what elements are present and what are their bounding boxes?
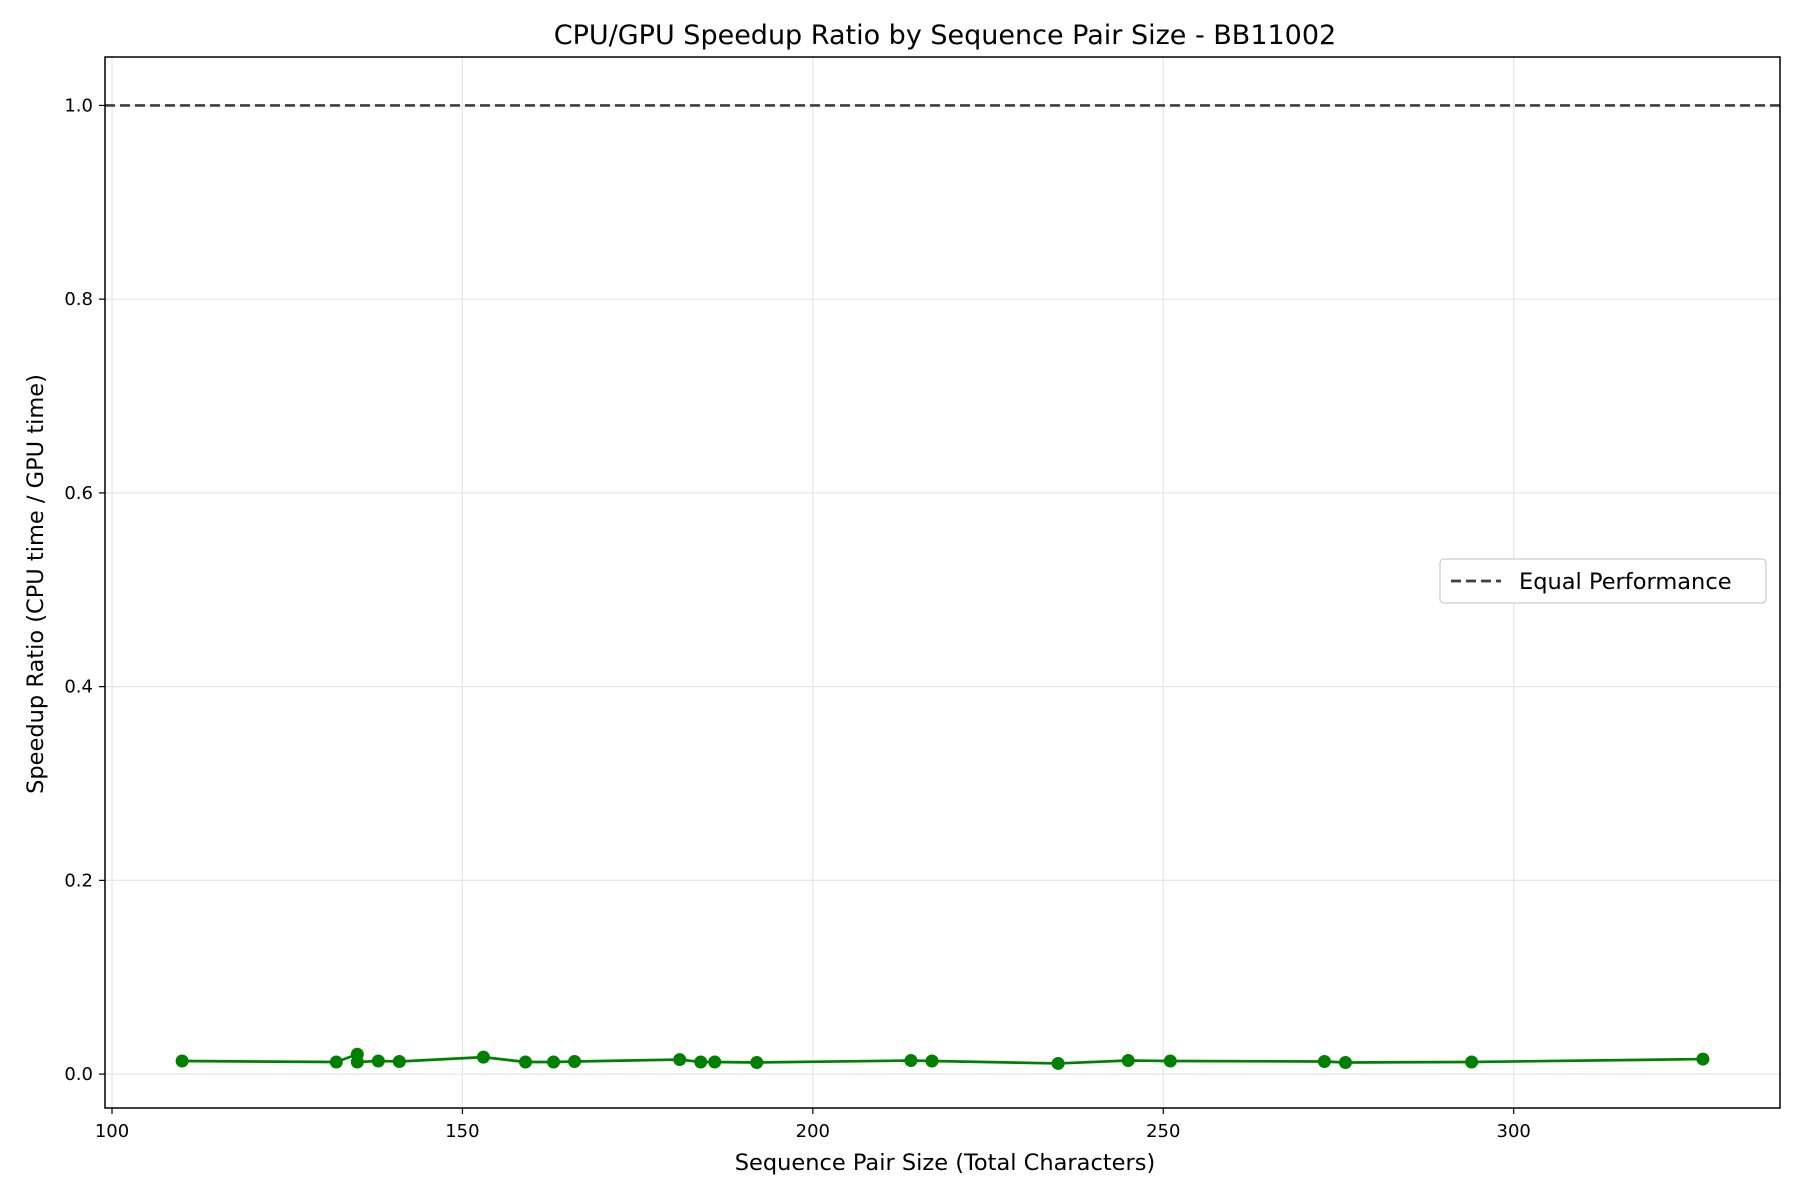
- speedup-data-point: [694, 1055, 708, 1069]
- y-tick-label: 0.2: [64, 870, 93, 891]
- y-axis-label: Speedup Ratio (CPU time / GPU time): [23, 374, 49, 794]
- speedup-data-point: [476, 1050, 490, 1064]
- speedup-data-point: [708, 1055, 722, 1069]
- speedup-data-point: [1465, 1055, 1479, 1069]
- speedup-data-point: [392, 1055, 406, 1069]
- x-axis-label: Sequence Pair Size (Total Characters): [735, 1150, 1156, 1176]
- speedup-data-point: [1338, 1055, 1352, 1069]
- x-tick-label: 250: [1146, 1121, 1180, 1142]
- speedup-data-point: [371, 1054, 385, 1068]
- x-tick-label: 150: [445, 1121, 479, 1142]
- legend-box: [1439, 558, 1767, 604]
- speedup-data-point: [175, 1054, 189, 1068]
- x-tick-label: 200: [796, 1121, 830, 1142]
- speedup-data-point: [750, 1055, 764, 1069]
- x-tick-label: 300: [1497, 1121, 1531, 1142]
- ticks: 100 150 200 250 300 0.0 0.2 0.4 0.6 0.8 1.0: [64, 95, 1531, 1142]
- y-tick-label: 1.0: [64, 95, 93, 116]
- axes-frame: [104, 56, 1781, 1109]
- speedup-data-point: [350, 1055, 364, 1069]
- speedup-data-point: [568, 1055, 582, 1069]
- speedup-data-point: [1696, 1052, 1710, 1066]
- series-layer: [175, 1047, 1710, 1070]
- speedup-data-point: [673, 1053, 687, 1067]
- y-tick-label: 0.4: [64, 677, 93, 698]
- speedup-data-point: [519, 1055, 533, 1069]
- speedup-data-point: [1121, 1054, 1135, 1068]
- legend-label-equal-performance: Equal Performance: [1519, 569, 1732, 595]
- y-tick-label: 0.6: [64, 483, 93, 504]
- speedup-data-point: [925, 1054, 939, 1068]
- chart-title: CPU/GPU Speedup Ratio by Sequence Pair S…: [554, 20, 1336, 51]
- speedup-data-point: [1051, 1056, 1065, 1070]
- speedup-data-point: [329, 1055, 343, 1069]
- x-tick-label: 100: [95, 1121, 129, 1142]
- legend: Equal Performance: [1439, 558, 1767, 604]
- speedup-data-point: [904, 1054, 918, 1068]
- y-tick-label: 0.0: [64, 1064, 93, 1085]
- y-tick-label: 0.8: [64, 289, 93, 310]
- speedup-data-point: [1317, 1055, 1331, 1069]
- speedup-data-point: [1163, 1054, 1177, 1068]
- speedup-data-point: [547, 1055, 561, 1069]
